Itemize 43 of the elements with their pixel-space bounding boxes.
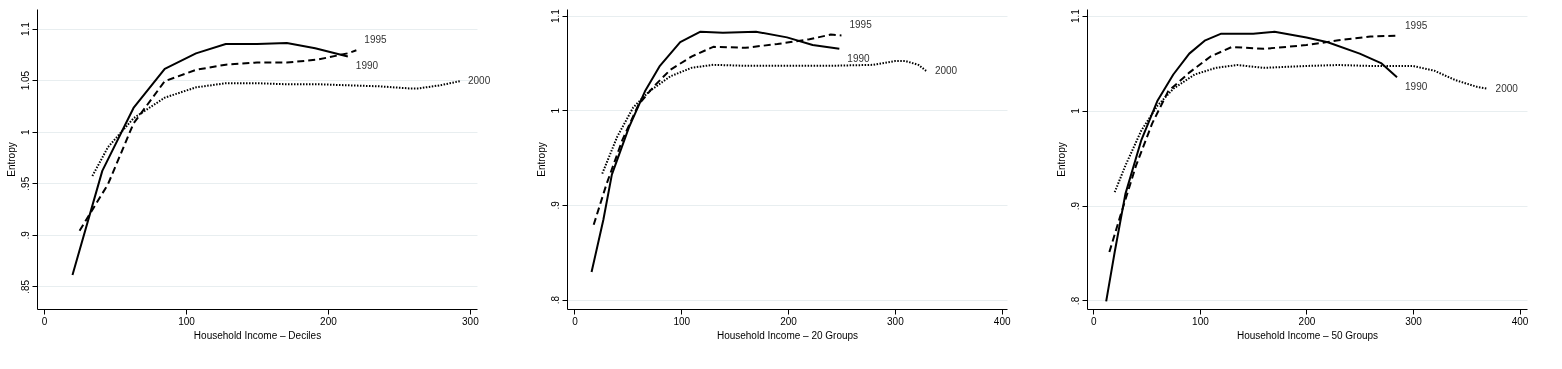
y-tick-label: .85	[19, 279, 31, 294]
x-tick-label: 300	[887, 315, 905, 327]
y-axis-title: Entropy	[5, 142, 17, 177]
y-tick-label: 1	[19, 128, 31, 135]
x-tick-label: 200	[320, 315, 338, 327]
y-tick-label: 1.1	[1069, 8, 1081, 24]
y-tick-label: .8	[549, 295, 561, 305]
series-label: 1995	[849, 19, 873, 31]
y-tick-label: .9	[19, 230, 31, 240]
x-tick-label: 100	[178, 315, 196, 327]
x-tick-label: 0	[1091, 315, 1098, 327]
x-tick-label: 100	[1192, 315, 1210, 327]
y-tick-label: 1	[549, 107, 561, 114]
x-axis-title: Household Income – 50 Groups	[1236, 329, 1379, 341]
x-tick-label: 0	[41, 315, 48, 327]
x-tick-label: 200	[1298, 315, 1316, 327]
x-tick-label: 300	[1405, 315, 1423, 327]
x-tick-label: 100	[673, 315, 691, 327]
series-label: 1990	[1405, 81, 1428, 93]
series-label: 1995	[1405, 19, 1428, 31]
x-tick-label: 0	[572, 315, 579, 327]
y-tick-label: .8	[1069, 296, 1081, 306]
series-label: 1990	[355, 60, 379, 72]
series-label: 2000	[934, 65, 958, 77]
x-tick-label: 400	[993, 315, 1011, 327]
y-tick-label: .9	[1069, 201, 1081, 211]
y-tick-label: .9	[549, 200, 561, 210]
y-tick-label: 1	[1069, 107, 1081, 114]
y-tick-label: .95	[19, 176, 31, 191]
y-tick-label: 1.1	[19, 21, 31, 37]
series-label: 2000	[467, 75, 491, 87]
y-axis-title: Entropy	[535, 142, 547, 177]
y-tick-label: 1.05	[19, 70, 31, 91]
y-tick-label: 1.1	[549, 8, 561, 24]
series-label: 1995	[364, 34, 388, 46]
series-label: 2000	[1495, 82, 1519, 94]
x-tick-label: 200	[780, 315, 798, 327]
x-tick-label: 400	[1511, 315, 1529, 327]
x-axis-title: Household Income – Deciles	[193, 329, 322, 341]
series-label: 1990	[847, 52, 871, 64]
y-axis-title: Entropy	[1055, 142, 1067, 177]
x-axis-title: Household Income – 20 Groups	[716, 329, 859, 341]
x-tick-label: 300	[462, 315, 480, 327]
